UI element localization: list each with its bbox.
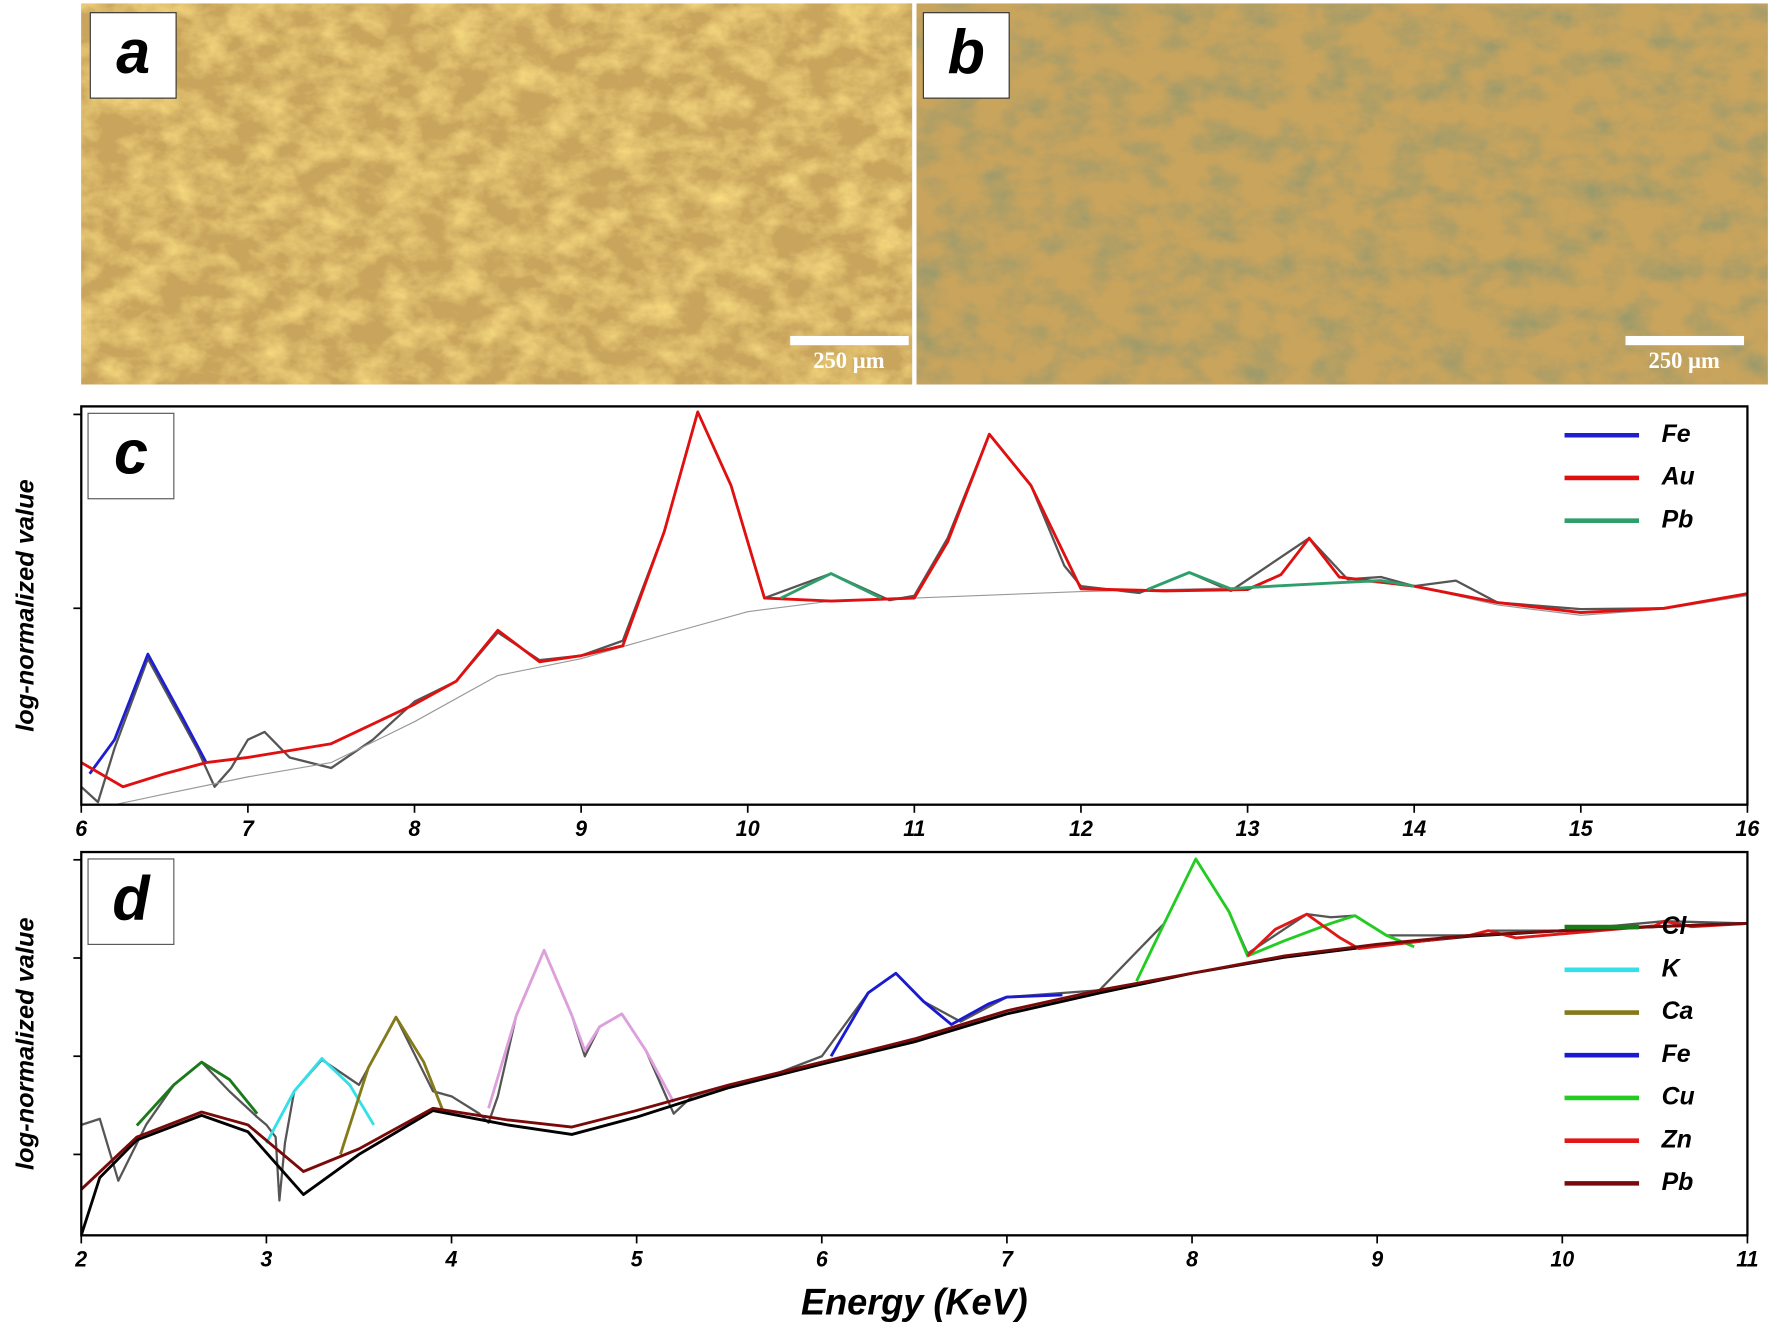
x-tick-label: 4 xyxy=(445,1246,458,1271)
legend-label: Zn xyxy=(1661,1125,1692,1153)
data-line xyxy=(1135,857,1415,982)
legend-label: Au xyxy=(1661,462,1695,490)
panel-label-box xyxy=(87,412,175,500)
scale-bar-label: 250 µm xyxy=(1649,348,1720,373)
x-tick-label: 7 xyxy=(1001,1246,1014,1271)
data-line xyxy=(780,571,1415,600)
data-line xyxy=(339,1015,444,1155)
x-tick-label: 14 xyxy=(1402,816,1426,841)
scale-bar-label: 250 µm xyxy=(813,348,884,373)
photo-b: b 250 µm xyxy=(916,3,1768,385)
legend-label: Cl xyxy=(1662,912,1688,940)
legend-label: Fe xyxy=(1662,1040,1691,1068)
x-tick-label: 8 xyxy=(1186,1246,1199,1271)
x-tick-label: 12 xyxy=(1069,816,1093,841)
panel-label-box xyxy=(87,858,175,945)
chart-d: 2 3 4 5 6 7 8 9 10 11 d log-normalized value Energy … xyxy=(12,850,1759,1322)
legend-label: Ca xyxy=(1662,997,1694,1025)
x-tick-label: 13 xyxy=(1236,816,1260,841)
panel-label: a xyxy=(116,17,150,87)
data-line xyxy=(829,971,1063,1058)
photo-texture xyxy=(916,3,1768,385)
x-tick-label: 2 xyxy=(74,1246,87,1271)
data-line xyxy=(1246,912,1748,957)
x-tick-label: 10 xyxy=(1550,1246,1574,1271)
panel-label-box xyxy=(89,12,177,99)
x-tick-label: 7 xyxy=(242,816,255,841)
x-tick-label: 11 xyxy=(903,816,925,841)
panel-label: c xyxy=(114,418,148,488)
y-axis-label: log-normalized value xyxy=(12,479,40,732)
photo-a: a 250 µm xyxy=(81,3,913,385)
legend-label: Pb xyxy=(1662,1168,1694,1196)
chart-c: 6 7 8 9 10 11 12 13 14 15 16 c log-normalized value F… xyxy=(12,405,1760,841)
x-tick-label: 8 xyxy=(409,816,422,841)
data-line xyxy=(81,921,1748,1191)
x-tick-label: 9 xyxy=(1371,1246,1383,1271)
x-tick-label: 6 xyxy=(75,816,88,841)
x-tick-label: 6 xyxy=(816,1246,829,1271)
plot-area xyxy=(81,857,1748,1236)
x-axis-label: Energy (KeV) xyxy=(801,1281,1028,1322)
data-line xyxy=(114,581,1748,805)
scale-bar xyxy=(790,335,909,346)
panel-label: d xyxy=(112,864,151,934)
data-line xyxy=(135,1060,259,1127)
data-line xyxy=(81,410,1748,789)
x-tick-label: 5 xyxy=(631,1246,644,1271)
panel-label-box xyxy=(922,12,1010,99)
y-axis-label: log-normalized value xyxy=(12,917,40,1170)
data-line xyxy=(81,857,1748,1202)
x-tick-label: 9 xyxy=(575,816,587,841)
legend-label: Pb xyxy=(1662,505,1694,533)
x-tick-label: 15 xyxy=(1569,816,1594,841)
legend-label: K xyxy=(1662,954,1682,982)
photo-texture xyxy=(81,3,913,385)
scale-bar xyxy=(1625,335,1745,346)
plot-area xyxy=(81,410,1748,805)
x-tick-label: 3 xyxy=(260,1246,272,1271)
data-line xyxy=(88,652,208,775)
x-tick-label: 10 xyxy=(736,816,760,841)
data-line xyxy=(81,921,1748,1236)
axes-frame xyxy=(80,850,1749,1237)
panel-label: b xyxy=(948,17,985,87)
x-tick-label: 16 xyxy=(1735,816,1760,841)
legend-label: Fe xyxy=(1662,420,1691,448)
legend-label: Cu xyxy=(1662,1082,1695,1110)
x-tick-label: 11 xyxy=(1736,1246,1758,1271)
data-line xyxy=(487,948,675,1109)
